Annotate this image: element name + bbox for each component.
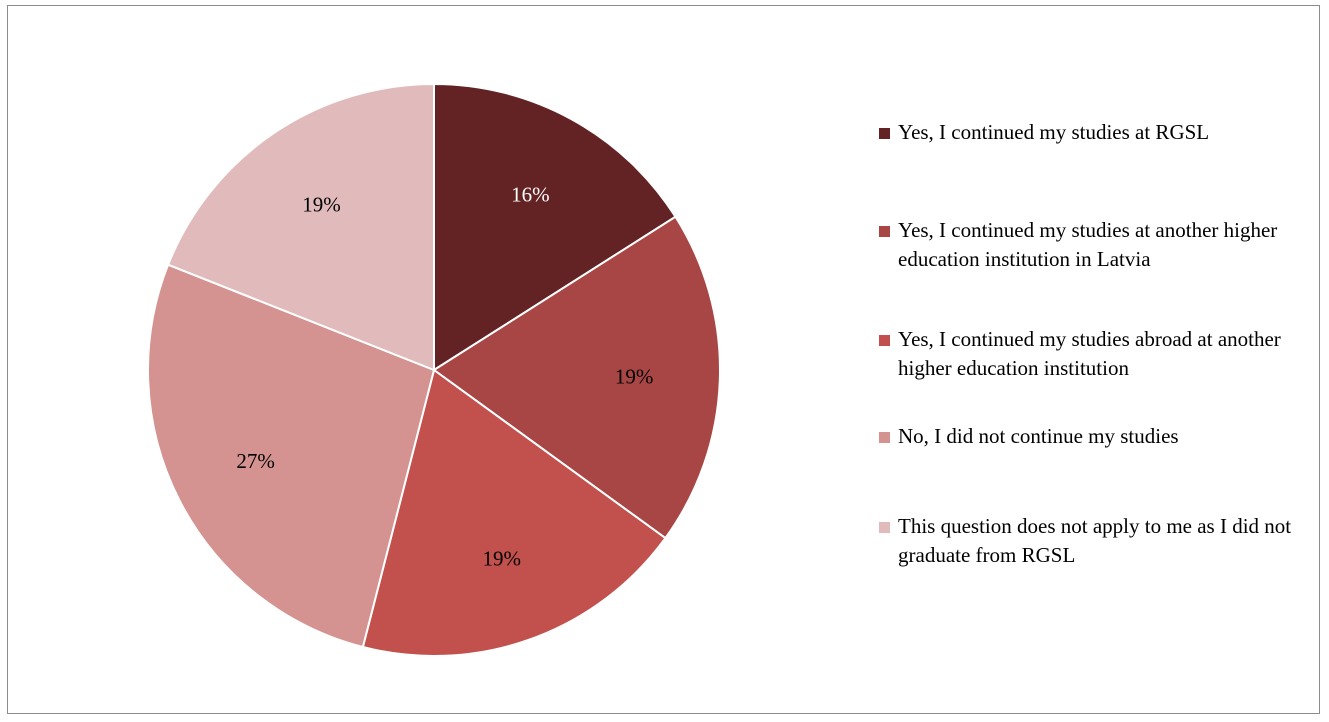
legend-label-5: This question does not apply to me as I … [898, 514, 1292, 567]
pie-slices [147, 82, 721, 657]
pie-slice-3 [361, 368, 667, 657]
legend-swatch-4 [879, 432, 890, 443]
pie-slice-2 [432, 215, 721, 540]
legend-swatch-1 [879, 128, 890, 139]
legend-label-3: Yes, I continued my studies abroad at an… [898, 327, 1281, 380]
pie-slice-label-4: 27% [236, 449, 275, 473]
legend-item-5: This question does not apply to me as I … [876, 512, 1316, 570]
legend-swatch-3 [879, 335, 890, 346]
pie-slice-label-3: 19% [483, 546, 522, 570]
legend-label-2: Yes, I continued my studies at another h… [898, 218, 1278, 271]
pie-slice-5 [166, 82, 435, 372]
legend-swatch-2 [879, 226, 890, 237]
pie-chart: 16% 19% 19% 27% 19% [147, 82, 721, 657]
pie-slice-labels: 16% 19% 19% 27% 19% [236, 183, 653, 571]
pie-slice-label-5: 19% [302, 192, 341, 216]
pie-slice-label-1: 16% [511, 183, 550, 207]
legend-item-4: No, I did not continue my studies [876, 422, 1316, 451]
pie-slice-1 [433, 82, 677, 372]
legend-item-2: Yes, I continued my studies at another h… [876, 216, 1316, 274]
chart-frame: 16% 19% 19% 27% 19% Yes, I continued my stud… [7, 5, 1320, 714]
legend-item-3: Yes, I continued my studies abroad at an… [876, 325, 1316, 383]
legend: Yes, I continued my studies at RGSL Yes, … [876, 6, 1316, 706]
legend-label-1: Yes, I continued my studies at RGSL [898, 120, 1210, 144]
legend-label-4: No, I did not continue my studies [898, 424, 1179, 448]
pie-slice-label-2: 19% [615, 364, 654, 388]
legend-swatch-5 [879, 522, 890, 533]
legend-item-1: Yes, I continued my studies at RGSL [876, 118, 1316, 147]
pie-slice-4 [147, 263, 436, 649]
